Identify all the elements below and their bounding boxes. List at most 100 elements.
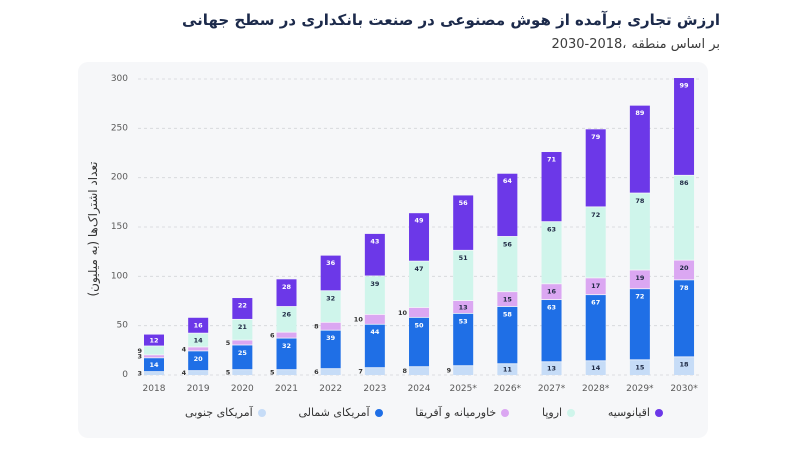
bar-segment-2027-s2	[541, 284, 562, 300]
data-label-2020-s3: 21	[238, 323, 248, 331]
data-label-2023-s2: 10	[354, 316, 364, 324]
data-label-2025-s1: 53	[459, 317, 468, 325]
bar-segment-2028-s1	[585, 295, 606, 361]
bar-segment-2029-s4	[629, 105, 650, 193]
data-label-2028-s3: 72	[591, 211, 600, 219]
bar-segment-2021-s4	[276, 279, 297, 307]
x-tick-label-2018: 2018	[143, 384, 166, 394]
bar-segment-2025-s3	[453, 250, 474, 301]
data-label-2029-s2: 19	[635, 274, 645, 282]
data-label-2028-s4: 79	[591, 133, 601, 141]
data-label-2027-s2: 16	[547, 288, 557, 296]
bar-segment-2030-s1	[674, 280, 695, 357]
bar-segment-2026-s3	[497, 236, 518, 292]
bar-segment-2027-s3	[541, 222, 562, 284]
data-label-2029-s1: 72	[635, 293, 644, 301]
bar-segment-2025-s4	[453, 195, 474, 250]
data-label-2024-s1: 50	[414, 321, 424, 329]
data-label-2021-s3: 26	[282, 310, 292, 318]
bar-segment-2026-s0	[497, 364, 518, 375]
bar-segment-2025-s1	[453, 313, 474, 366]
bar-segment-2018-s3	[144, 346, 164, 355]
bar-segment-2020-s0	[232, 370, 253, 375]
legend-item-middle-east-africa: خاورمیانه و آفریقا	[415, 405, 510, 421]
data-label-2029-s3: 78	[635, 197, 645, 205]
chart-title: ارزش تجاری برآمده از هوش مصنوعی در صنعت …	[182, 11, 720, 29]
data-label-2029-s4: 89	[635, 109, 645, 117]
bar-segment-2023-s0	[364, 368, 385, 375]
bar-segment-2018-s1	[144, 358, 164, 372]
bar-segment-2023-s1	[364, 324, 385, 368]
data-label-2023-s3: 39	[370, 280, 380, 288]
legend-label-middle-east-africa: خاورمیانه و آفریقا	[415, 406, 497, 419]
bar-segment-2025-s0	[453, 366, 474, 375]
bar-segment-2019-s2	[188, 347, 209, 351]
bar-segment-2022-s3	[320, 291, 341, 322]
data-label-2021-s0: 5	[270, 369, 275, 377]
data-label-2021-s4: 28	[282, 283, 292, 291]
bar-segment-2022-s1	[320, 330, 341, 369]
bar-segment-2023-s2	[364, 314, 385, 324]
data-label-2030-s1: 78	[680, 284, 690, 292]
data-label-2024-s2: 10	[398, 309, 408, 317]
y-tick-label: 50	[117, 321, 129, 331]
x-tick-label-2027: 2027*	[538, 384, 566, 394]
bar-segment-2020-s1	[232, 345, 253, 370]
bar-segment-2028-s3	[585, 207, 606, 278]
data-label-2019-s3: 14	[194, 336, 204, 344]
legend-item-oceania: اقیانوسیه	[608, 405, 663, 421]
data-label-2020-s1: 25	[238, 349, 248, 357]
x-tick-label-2023: 2023	[363, 384, 386, 394]
subtitle-years: 2030-2018،	[551, 37, 627, 52]
x-tick-label-2028: 2028*	[582, 384, 610, 394]
legend-dot-middle-east-africa	[501, 409, 510, 417]
data-label-2022-s1: 39	[326, 334, 336, 342]
bar-segment-2020-s3	[232, 319, 253, 340]
x-tick-label-2019: 2019	[187, 384, 210, 394]
legend-dot-south-america	[257, 409, 266, 417]
data-label-2027-s1: 63	[547, 304, 556, 312]
data-label-2030-s2: 20	[680, 264, 690, 272]
data-label-2026-s2: 15	[503, 296, 513, 304]
data-label-2019-s1: 20	[194, 355, 204, 363]
bar-segment-2026-s1	[497, 306, 518, 364]
legend-label-europe: اروپا	[541, 406, 563, 419]
data-label-2025-s3: 51	[459, 254, 469, 262]
bar-segment-2019-s4	[188, 317, 209, 333]
data-label-2019-s4: 16	[194, 321, 204, 329]
y-axis-title: تعداد اشتراک‌ها (به میلیون)	[86, 161, 100, 297]
data-label-2025-s4: 56	[459, 199, 469, 207]
bar-segment-2020-s2	[232, 340, 253, 345]
data-label-2030-s4: 99	[680, 82, 690, 90]
data-label-2025-s2: 13	[459, 303, 468, 311]
legend: اقیانوسیه اروپا خاورمیانه و آفریقا آمریک…	[185, 405, 663, 421]
y-tick-label: 250	[111, 123, 128, 133]
data-label-2027-s0: 13	[547, 365, 556, 373]
data-label-2020-s4: 22	[238, 302, 247, 310]
legend-label-south-america: آمریکای جنوبی	[185, 406, 253, 419]
x-tick-label-2026: 2026*	[494, 384, 522, 394]
data-label-2019-s0: 4	[182, 369, 187, 377]
bar-segment-2026-s2	[497, 292, 518, 307]
data-label-2018-s1: 14	[149, 361, 159, 369]
legend-item-europe: اروپا	[541, 405, 576, 421]
bar-segment-2023-s3	[364, 276, 385, 315]
bar-segment-2018-s2	[144, 355, 164, 358]
bar-segment-2021-s2	[276, 332, 297, 338]
bar-segment-2024-s4	[409, 213, 430, 261]
y-tick-label: 100	[111, 271, 128, 281]
data-label-2023-s4: 43	[370, 237, 379, 245]
data-label-2022-s4: 36	[326, 259, 336, 267]
bar-segment-2028-s0	[585, 361, 606, 375]
bar-segment-2030-s3	[674, 175, 695, 260]
chart-subtitle: 2030-2018، بر اساس منطقه	[551, 35, 720, 55]
bar-segment-2022-s4	[320, 255, 341, 291]
y-tick-label: 150	[111, 222, 128, 232]
bar-segment-2018-s0	[144, 372, 164, 375]
data-label-2026-s1: 58	[503, 310, 513, 318]
x-tick-label-2024: 2024	[408, 384, 431, 394]
data-label-2018-s3: 9	[137, 347, 142, 355]
bar-segment-2021-s1	[276, 338, 297, 370]
bar-segment-2025-s2	[453, 301, 474, 314]
data-label-2030-s0: 18	[680, 361, 690, 369]
